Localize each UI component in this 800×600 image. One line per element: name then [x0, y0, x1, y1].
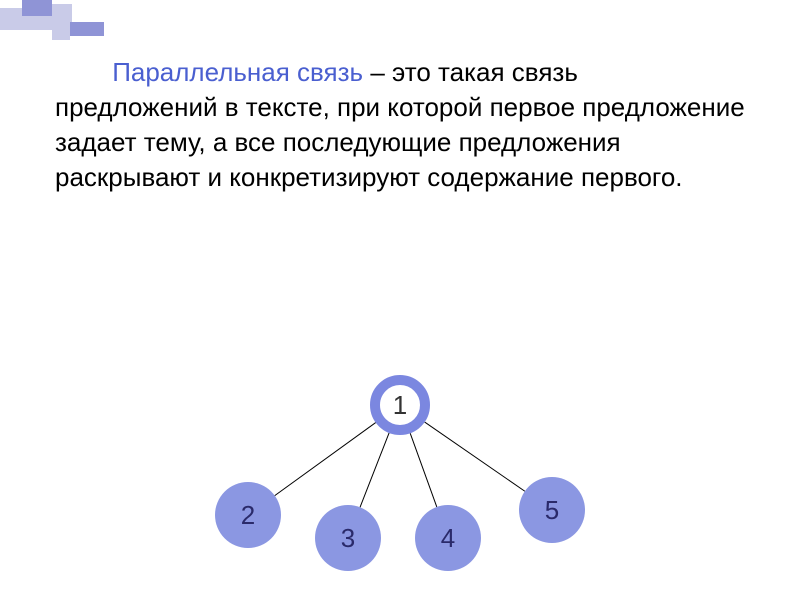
corner-decoration [0, 0, 120, 40]
diagram-edge [360, 433, 389, 507]
diagram-node-leaf: 5 [519, 477, 585, 543]
deco-block [52, 24, 70, 40]
deco-block [22, 0, 52, 16]
deco-block [22, 16, 52, 30]
diagram-edge [425, 422, 525, 491]
diagram-node-leaf: 2 [215, 482, 281, 548]
deco-block [52, 4, 72, 24]
diagram-node-center: 1 [370, 375, 430, 435]
diagram-node-leaf: 4 [415, 505, 481, 571]
deco-block [70, 22, 104, 36]
diagram-edge [410, 433, 437, 507]
term: Параллельная связь [112, 57, 363, 87]
deco-block [0, 8, 22, 30]
diagram-node-leaf: 3 [315, 505, 381, 571]
parallel-link-diagram: 1 2345 [200, 360, 600, 580]
content-area: Параллельная связь – это такая связь пре… [55, 55, 745, 195]
diagram-edge [275, 423, 376, 496]
definition-paragraph: Параллельная связь – это такая связь пре… [55, 55, 745, 195]
